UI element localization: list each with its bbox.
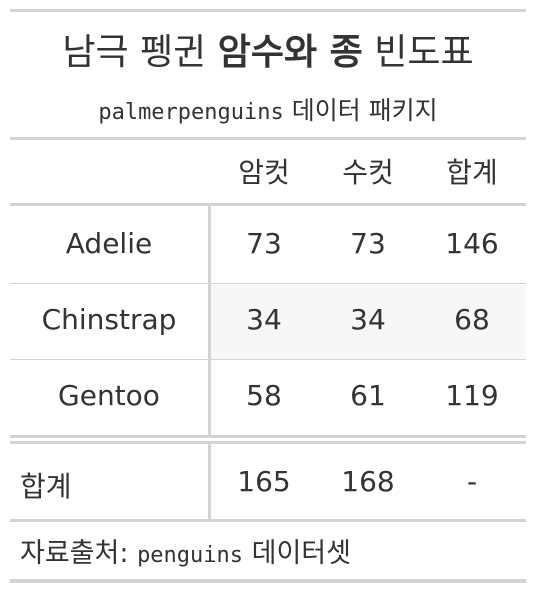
column-header-total: 합계	[446, 156, 498, 189]
cell-male: 61	[350, 379, 386, 412]
cell-total: 146	[445, 227, 499, 260]
column-header-male: 수컷	[342, 156, 394, 189]
frequency-table: 남극 펭귄 암수와 종 빈도표 palmerpenguins 데이터 패키지 암…	[10, 9, 526, 583]
title-part-1: 남극 펭귄	[62, 32, 207, 73]
cell-female: 34	[246, 303, 282, 336]
summary-label: 합계	[20, 470, 72, 503]
row-label: Chinstrap	[41, 303, 177, 336]
cell-male: 73	[350, 227, 386, 260]
summary-rule-top	[10, 435, 526, 438]
row-label: Adelie	[65, 227, 153, 260]
cell-total: 119	[445, 379, 499, 412]
summary-male: 168	[341, 465, 395, 498]
cell-total: 68	[454, 303, 490, 336]
subtitle-text: 데이터 패키지	[291, 96, 438, 125]
summary-total: -	[466, 465, 478, 498]
column-header-female: 암컷	[238, 156, 290, 189]
row-divider	[10, 283, 526, 284]
source-note: 자료출처: penguins 데이터셋	[20, 531, 351, 570]
source-suffix: 데이터셋	[251, 538, 351, 569]
cell-female: 58	[246, 379, 282, 412]
subtitle-code: palmerpenguins	[98, 100, 284, 125]
summary-rule-bottom	[10, 441, 526, 444]
bottom-border	[10, 579, 526, 583]
row-divider	[10, 359, 526, 360]
cell-female: 73	[246, 227, 282, 260]
table-subtitle: palmerpenguins 데이터 패키지	[10, 91, 526, 127]
title-part-bold: 암수와 종	[217, 32, 363, 73]
summary-stub-divider	[208, 444, 211, 519]
summary-female: 165	[237, 465, 291, 498]
cell-male: 34	[350, 303, 386, 336]
top-border	[10, 9, 526, 12]
title-part-3: 빈도표	[374, 32, 474, 73]
source-rule	[10, 519, 526, 522]
row-stripe	[210, 285, 526, 359]
table-title: 남극 펭귄 암수와 종 빈도표	[10, 23, 526, 75]
heading-rule	[10, 137, 526, 140]
stub-divider	[208, 206, 211, 435]
source-prefix: 자료출처:	[20, 538, 129, 569]
column-header-rule	[10, 203, 526, 206]
row-label: Gentoo	[58, 379, 160, 412]
source-code: penguins	[137, 543, 244, 568]
